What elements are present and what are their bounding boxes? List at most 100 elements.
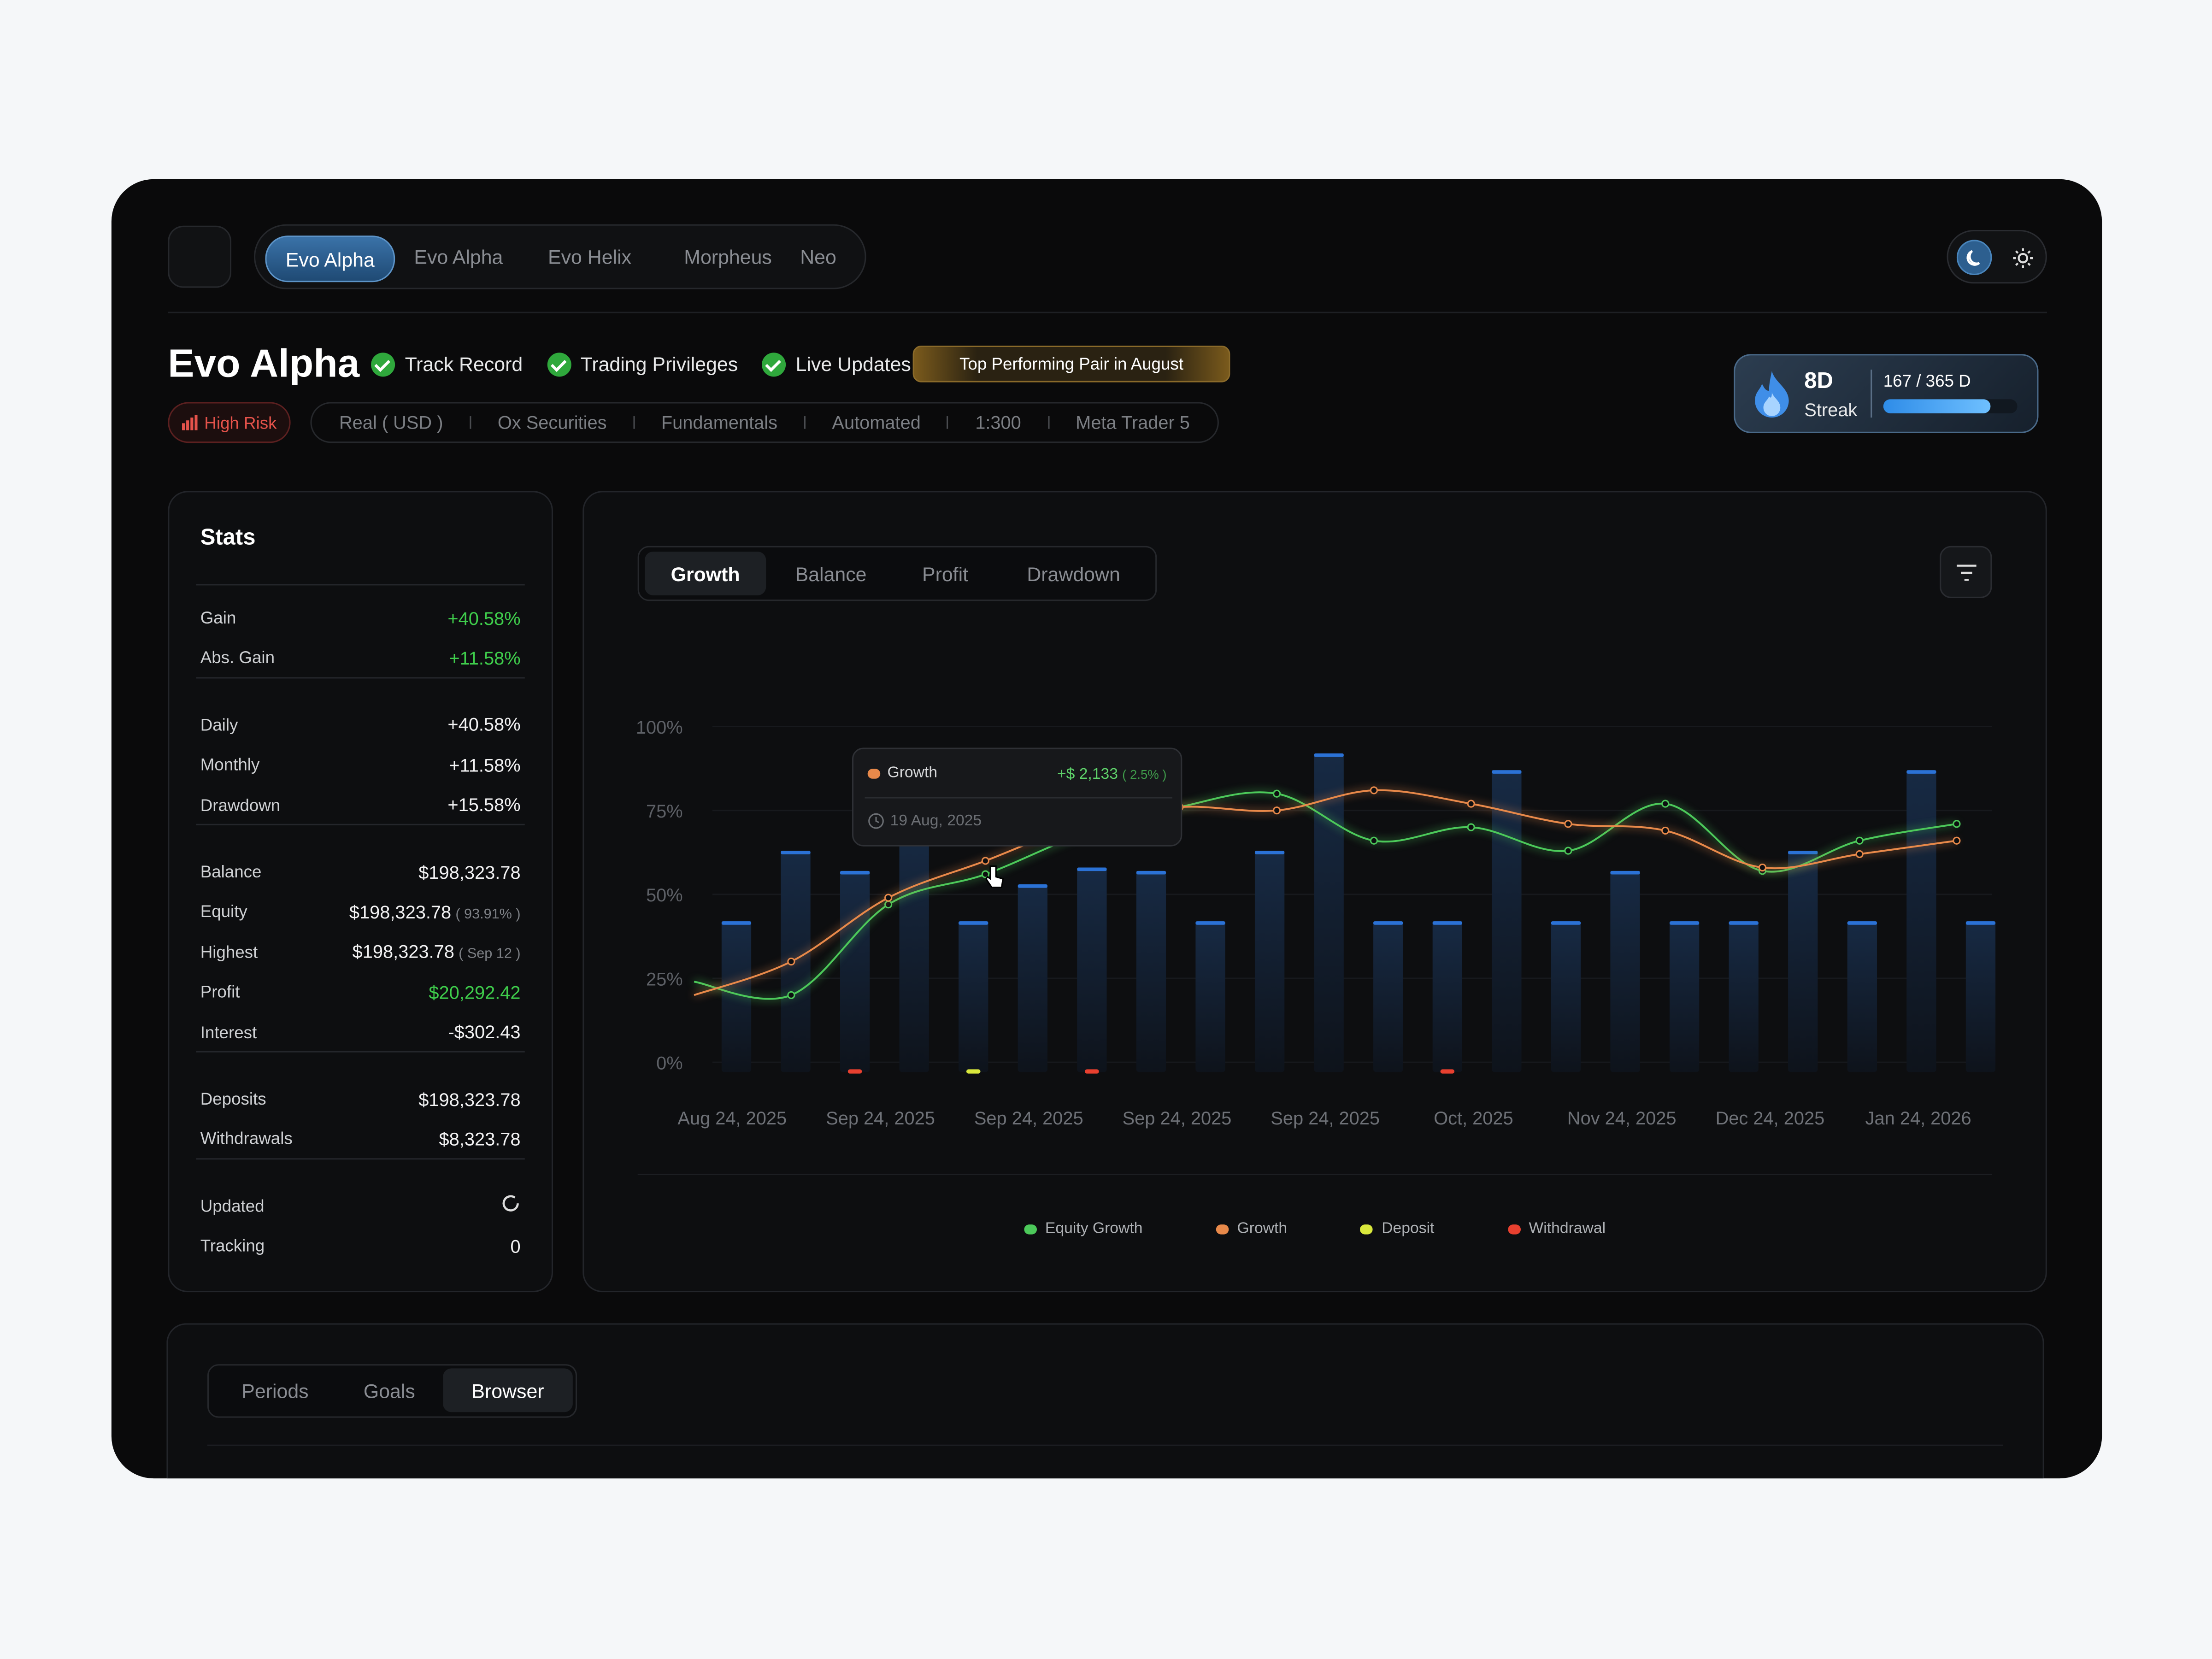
divider <box>865 797 1172 799</box>
bar <box>1788 851 1818 1072</box>
bottom-tabs: Periods Goals Browser <box>207 1364 577 1418</box>
bar <box>1195 921 1225 1072</box>
tooltip-swatch <box>867 769 881 779</box>
y-tick-label: 75% <box>646 801 683 822</box>
bar-cap <box>1254 851 1285 854</box>
stat-row: Equity $198,323.78( 93.91% ) <box>200 898 521 926</box>
tab[interactable]: Growth <box>644 551 766 595</box>
stat-value-wrap: +40.58% <box>447 714 520 735</box>
event-marker <box>966 1069 981 1074</box>
tab[interactable]: Goals <box>363 1379 415 1402</box>
bar <box>1847 921 1877 1072</box>
legend-item: Equity Growth <box>1024 1216 1142 1241</box>
divider <box>1871 370 1872 418</box>
line-point <box>981 857 989 865</box>
divider <box>196 824 525 825</box>
refresh-icon[interactable] <box>501 1194 521 1214</box>
tab[interactable]: Neo <box>800 245 836 268</box>
clock-icon <box>868 813 884 829</box>
bar-cap <box>1847 921 1877 925</box>
flame-icon <box>1755 371 1789 418</box>
line-point <box>1273 789 1281 798</box>
stat-value: -$302.43 <box>448 1021 521 1043</box>
bar <box>1669 921 1700 1072</box>
divider <box>196 1051 525 1053</box>
tab[interactable]: Drawdown <box>1027 562 1120 585</box>
stat-value: $198,323.78 <box>418 861 521 882</box>
tag-separator <box>947 416 949 429</box>
badge-text: Live Updates <box>795 353 911 376</box>
stat-value: +11.58% <box>449 647 521 669</box>
bar <box>721 921 752 1072</box>
tab[interactable]: Profit <box>922 562 969 585</box>
stat-label: Profit <box>200 982 240 1002</box>
stat-value: $8,323.78 <box>439 1128 521 1150</box>
divider <box>168 312 2047 313</box>
filter-icon <box>1956 565 1977 581</box>
badges: Track Record Trading Privileges Live Updat… <box>371 350 911 378</box>
stat-value: $198,323.78 <box>352 941 454 963</box>
badge: Track Record <box>371 350 523 378</box>
stat-row: Updated <box>200 1192 521 1220</box>
divider <box>196 584 525 586</box>
x-tick-label: Jan 24, 2026 <box>1865 1108 1971 1129</box>
page-title: Evo Alpha <box>168 341 360 385</box>
bar-cap <box>1373 921 1403 925</box>
line-point <box>1953 820 1961 828</box>
tag: Automated <box>832 412 921 433</box>
line-point <box>1467 800 1475 808</box>
legend-item: Growth <box>1216 1216 1287 1241</box>
stat-value-wrap: +40.58% <box>447 607 520 629</box>
event-marker <box>1440 1069 1455 1074</box>
stat-label: Tracking <box>200 1236 265 1256</box>
bar <box>840 871 870 1072</box>
cursor-icon <box>985 865 1004 888</box>
tag: Ox Securities <box>497 412 607 433</box>
badge-text: Trading Privileges <box>580 353 738 376</box>
stat-value: $20,292.42 <box>429 981 521 1003</box>
bar <box>1965 921 1996 1072</box>
stat-row: Abs. Gain +11.58% <box>200 644 521 672</box>
stat-label: Daily <box>200 715 238 735</box>
stat-row: Drawdown +15.58% <box>200 791 521 819</box>
y-tick-label: 25% <box>646 969 683 989</box>
bar-cap <box>1669 921 1700 925</box>
stat-row: Highest $198,323.78 ( Sep 12 ) <box>200 938 521 966</box>
tag: 1:300 <box>975 412 1021 433</box>
stat-label: Deposits <box>200 1089 266 1109</box>
bar <box>1906 770 1936 1072</box>
stat-value-wrap <box>501 1194 521 1218</box>
line-point <box>1758 863 1766 872</box>
check-icon <box>547 352 571 376</box>
tab[interactable]: Balance <box>795 562 867 585</box>
event-marker <box>847 1069 862 1074</box>
logo-box[interactable] <box>168 225 232 288</box>
legend: Equity Growth Growth Deposit Withdrawal <box>582 1216 2047 1241</box>
tab[interactable]: Periods <box>241 1379 309 1402</box>
theme-toggle[interactable] <box>1947 229 2047 284</box>
tab[interactable]: Evo Alpha <box>265 235 395 282</box>
stat-row: Withdrawals $8,323.78 <box>200 1125 521 1153</box>
stat-row: Monthly +11.58% <box>200 751 521 779</box>
line-point <box>1370 836 1378 845</box>
stat-note: ( 93.91% ) <box>455 907 521 923</box>
line-point <box>1370 786 1378 794</box>
streak-card: 8D Streak 167 / 365 D <box>1734 354 2039 433</box>
tab[interactable]: Browser <box>443 1368 573 1412</box>
bar <box>899 827 929 1072</box>
sun-icon[interactable] <box>2012 247 2034 270</box>
tab[interactable]: Morpheus <box>684 245 772 268</box>
divider <box>637 1173 1992 1175</box>
line-point <box>1661 800 1670 808</box>
stat-value: 0 <box>510 1235 521 1257</box>
stat-value: +11.58% <box>449 754 521 776</box>
tab[interactable]: Evo Helix <box>548 245 632 268</box>
bar <box>1254 851 1285 1072</box>
bar <box>1373 921 1403 1072</box>
filter-button[interactable] <box>1940 546 1992 598</box>
tag-separator <box>804 416 806 429</box>
dark-mode-button[interactable] <box>1956 240 1992 275</box>
y-tick-label: 0% <box>656 1053 682 1073</box>
bar <box>959 921 988 1072</box>
tab[interactable]: Evo Alpha <box>414 245 503 268</box>
